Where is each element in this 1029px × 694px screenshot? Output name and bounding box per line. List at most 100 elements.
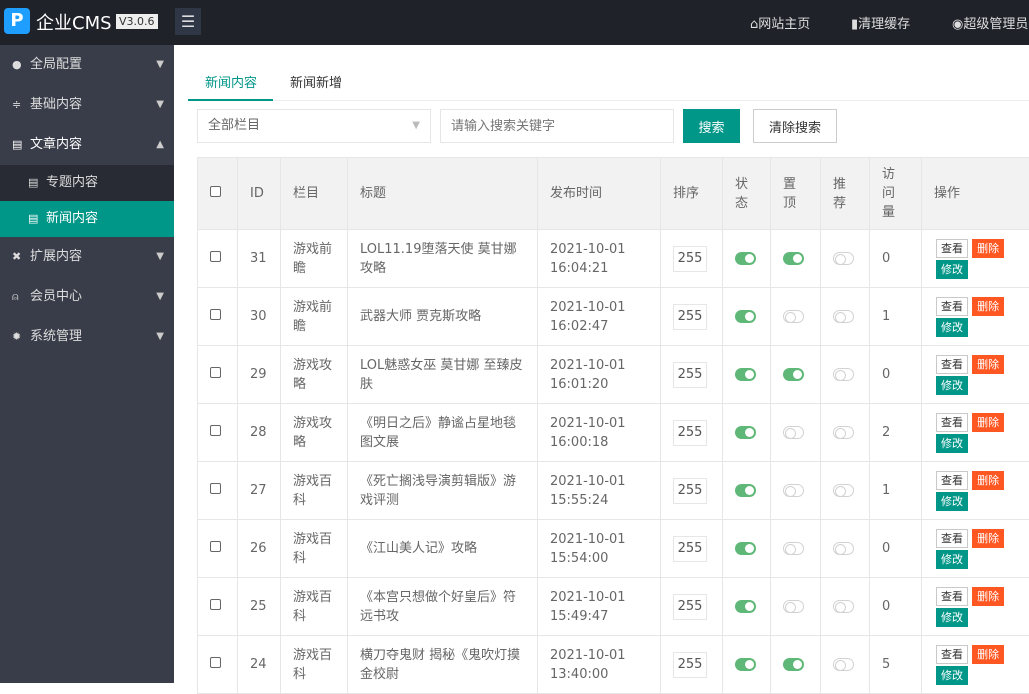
row-sort-cell bbox=[661, 636, 723, 694]
top-switch[interactable] bbox=[783, 600, 804, 613]
view-button[interactable]: 查看 bbox=[936, 239, 968, 258]
row-checkbox[interactable] bbox=[210, 425, 221, 436]
top-switch[interactable] bbox=[783, 368, 804, 381]
row-checkbox[interactable] bbox=[210, 483, 221, 494]
view-button[interactable]: 查看 bbox=[936, 355, 968, 374]
row-checkbox[interactable] bbox=[210, 251, 221, 262]
recommend-switch[interactable] bbox=[833, 600, 854, 613]
delete-button[interactable]: 删除 bbox=[972, 587, 1004, 606]
row-select-cell bbox=[198, 288, 238, 346]
status-switch[interactable] bbox=[735, 310, 756, 323]
sidebar-item-article-content[interactable]: ▤文章内容▲ bbox=[0, 125, 174, 165]
sort-input[interactable] bbox=[673, 304, 707, 330]
edit-button[interactable]: 修改 bbox=[936, 434, 968, 453]
row-checkbox[interactable] bbox=[210, 657, 221, 668]
edit-button[interactable]: 修改 bbox=[936, 492, 968, 511]
row-visits: 0 bbox=[870, 520, 922, 578]
row-sort-cell bbox=[661, 288, 723, 346]
search-button[interactable]: 搜索 bbox=[683, 109, 740, 143]
view-button[interactable]: 查看 bbox=[936, 413, 968, 432]
row-checkbox[interactable] bbox=[210, 541, 221, 552]
select-all-cell[interactable] bbox=[198, 158, 238, 230]
status-cell bbox=[723, 230, 771, 288]
row-checkbox[interactable] bbox=[210, 599, 221, 610]
document-icon: ▤ bbox=[28, 165, 46, 201]
sort-input[interactable] bbox=[673, 652, 707, 678]
clear-cache-link[interactable]: ▮清理缓存 bbox=[851, 13, 910, 32]
sidebar-item-global-config[interactable]: ●全局配置▼ bbox=[0, 45, 174, 85]
recommend-switch[interactable] bbox=[833, 252, 854, 265]
brand-name: 企业CMS bbox=[36, 9, 112, 35]
search-input[interactable] bbox=[440, 109, 674, 143]
sidebar-item-news-content[interactable]: ▤新闻内容 bbox=[0, 201, 174, 237]
col-category: 栏目 bbox=[281, 158, 348, 230]
row-checkbox[interactable] bbox=[210, 309, 221, 320]
top-switch[interactable] bbox=[783, 658, 804, 671]
recommend-switch[interactable] bbox=[833, 310, 854, 323]
recommend-switch[interactable] bbox=[833, 484, 854, 497]
tab-news-add[interactable]: 新闻新增 bbox=[290, 72, 342, 91]
row-category: 游戏百科 bbox=[281, 462, 348, 520]
top-switch[interactable] bbox=[783, 426, 804, 439]
delete-button[interactable]: 删除 bbox=[972, 471, 1004, 490]
view-button[interactable]: 查看 bbox=[936, 645, 968, 664]
view-button[interactable]: 查看 bbox=[936, 297, 968, 316]
globe-icon: ● bbox=[12, 45, 30, 85]
edit-button[interactable]: 修改 bbox=[936, 260, 968, 279]
sidebar-item-basic-content[interactable]: ≑基础内容▼ bbox=[0, 85, 174, 125]
recommend-switch[interactable] bbox=[833, 426, 854, 439]
recommend-switch[interactable] bbox=[833, 658, 854, 671]
recommend-cell bbox=[821, 404, 870, 462]
top-switch[interactable] bbox=[783, 310, 804, 323]
category-select[interactable]: 全部栏目▼ bbox=[197, 109, 431, 143]
edit-button[interactable]: 修改 bbox=[936, 608, 968, 627]
edit-button[interactable]: 修改 bbox=[936, 666, 968, 685]
view-button[interactable]: 查看 bbox=[936, 471, 968, 490]
sort-input[interactable] bbox=[673, 594, 707, 620]
status-switch[interactable] bbox=[735, 426, 756, 439]
edit-button[interactable]: 修改 bbox=[936, 376, 968, 395]
delete-button[interactable]: 删除 bbox=[972, 239, 1004, 258]
recommend-switch[interactable] bbox=[833, 542, 854, 555]
select-all-checkbox[interactable] bbox=[210, 186, 221, 197]
status-switch[interactable] bbox=[735, 658, 756, 671]
sidebar-item-member-center[interactable]: ⍝会员中心▼ bbox=[0, 277, 174, 317]
row-id: 24 bbox=[238, 636, 281, 694]
tab-news-content[interactable]: 新闻内容 bbox=[205, 72, 257, 91]
edit-button[interactable]: 修改 bbox=[936, 318, 968, 337]
status-switch[interactable] bbox=[735, 542, 756, 555]
status-switch[interactable] bbox=[735, 600, 756, 613]
edit-button[interactable]: 修改 bbox=[936, 550, 968, 569]
site-home-link[interactable]: ⌂网站主页 bbox=[750, 13, 810, 32]
status-switch[interactable] bbox=[735, 484, 756, 497]
delete-button[interactable]: 删除 bbox=[972, 645, 1004, 664]
top-switch[interactable] bbox=[783, 484, 804, 497]
sort-input[interactable] bbox=[673, 536, 707, 562]
top-switch[interactable] bbox=[783, 542, 804, 555]
row-visits: 1 bbox=[870, 288, 922, 346]
sidebar-item-system-management[interactable]: ✹系统管理▼ bbox=[0, 317, 174, 357]
sidebar-item-topic-content[interactable]: ▤专题内容 bbox=[0, 165, 174, 201]
recommend-switch[interactable] bbox=[833, 368, 854, 381]
row-id: 29 bbox=[238, 346, 281, 404]
sort-input[interactable] bbox=[673, 246, 707, 272]
delete-button[interactable]: 删除 bbox=[972, 297, 1004, 316]
view-button[interactable]: 查看 bbox=[936, 529, 968, 548]
delete-button[interactable]: 删除 bbox=[972, 355, 1004, 374]
top-switch[interactable] bbox=[783, 252, 804, 265]
delete-button[interactable]: 删除 bbox=[972, 413, 1004, 432]
sort-input[interactable] bbox=[673, 362, 707, 388]
sidebar-item-extension-content[interactable]: ✖扩展内容▼ bbox=[0, 237, 174, 277]
delete-button[interactable]: 删除 bbox=[972, 529, 1004, 548]
status-switch[interactable] bbox=[735, 252, 756, 265]
admin-user-menu[interactable]: ◉超级管理员 bbox=[952, 13, 1028, 32]
row-actions: 查看 删除修改 bbox=[922, 636, 1029, 694]
status-switch[interactable] bbox=[735, 368, 756, 381]
sort-input[interactable] bbox=[673, 420, 707, 446]
menu-toggle-button[interactable]: ☰ bbox=[175, 8, 201, 35]
clear-search-button[interactable]: 清除搜索 bbox=[753, 109, 837, 143]
sort-input[interactable] bbox=[673, 478, 707, 504]
view-button[interactable]: 查看 bbox=[936, 587, 968, 606]
row-checkbox[interactable] bbox=[210, 367, 221, 378]
